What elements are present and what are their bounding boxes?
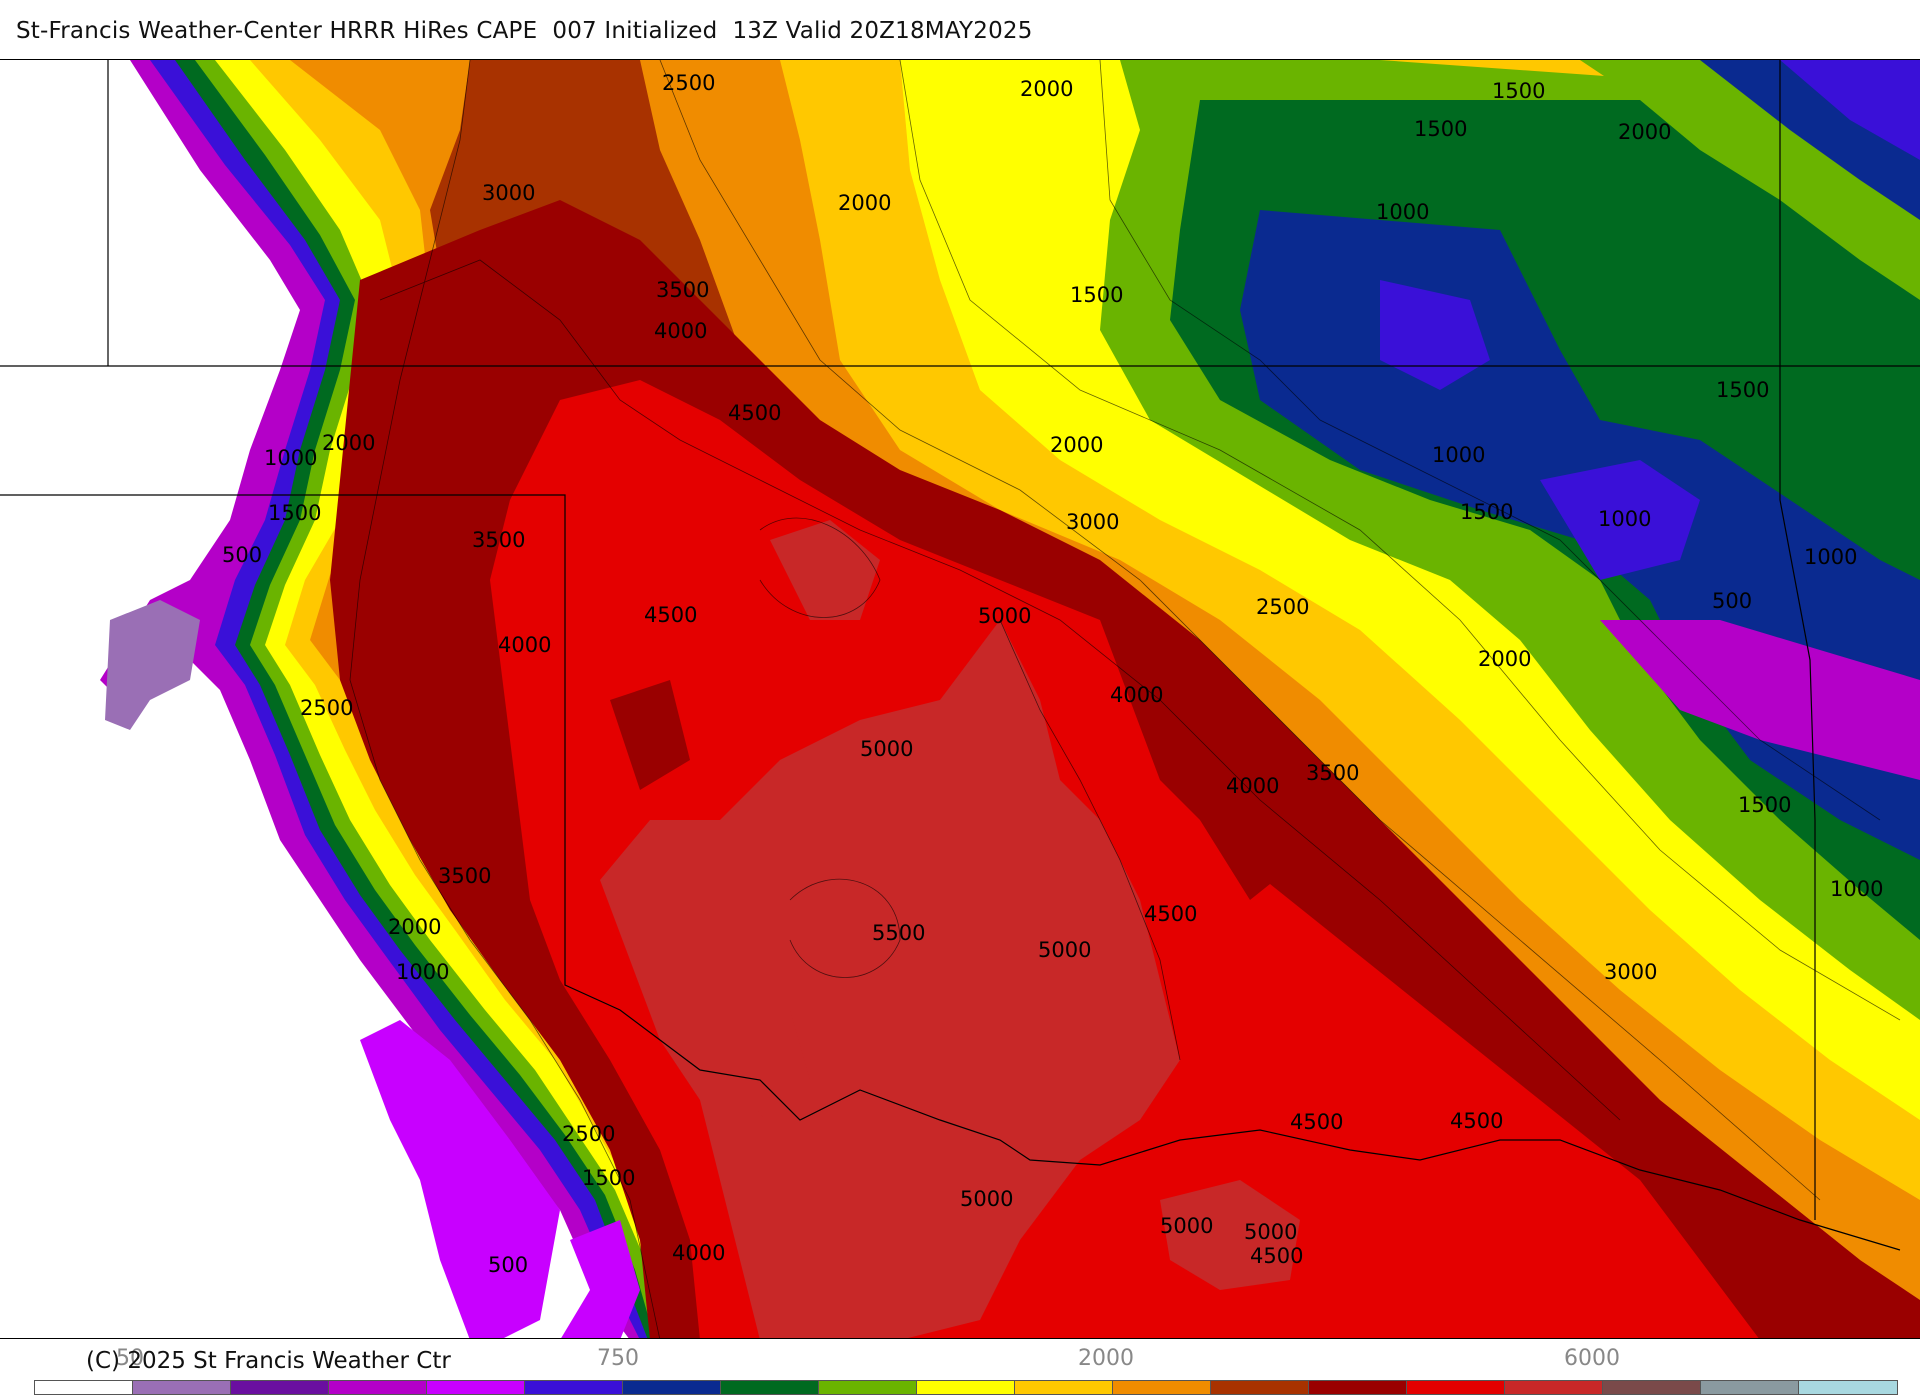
contour-label: 3500 (1306, 761, 1359, 785)
contour-label: 5000 (1038, 938, 1091, 962)
colorbar-swatch (1505, 1381, 1603, 1394)
colorbar-swatch (133, 1381, 231, 1394)
colorbar-swatch (917, 1381, 1015, 1394)
contour-label: 4000 (654, 319, 707, 343)
colorbar-tick: 6000 (1564, 1346, 1620, 1371)
contour-label: 1500 (1716, 378, 1769, 402)
cape-map: 2500 2000 1500 1500 2000 3000 2000 1000 … (0, 59, 1920, 1339)
contour-label: 1000 (1830, 877, 1883, 901)
contour-label: 2000 (1478, 647, 1531, 671)
contour-label: 4000 (498, 633, 551, 657)
colorbar-swatch (525, 1381, 623, 1394)
contour-label: 4000 (1110, 683, 1163, 707)
contour-label: 5000 (860, 737, 913, 761)
contour-lines (349, 60, 1901, 1338)
contour-label: 3000 (1604, 960, 1657, 984)
colorbar-swatch (1113, 1381, 1211, 1394)
contour-label: 500 (488, 1253, 528, 1277)
contour-label: 3000 (482, 181, 535, 205)
colorbar-swatch (1701, 1381, 1799, 1394)
contour-labels: 2500 2000 1500 1500 2000 3000 2000 1000 … (222, 71, 1883, 1277)
colorbar-swatch (1603, 1381, 1701, 1394)
map-title: St-Francis Weather-Center HRRR HiRes CAP… (16, 18, 1033, 44)
contour-label: 1000 (1804, 545, 1857, 569)
contour-label: 1000 (396, 960, 449, 984)
colorbar-tick-labels: 50 750 2000 6000 (0, 1346, 1920, 1374)
colorbar-tick: 750 (597, 1346, 639, 1371)
contour-label: 4500 (1290, 1110, 1343, 1134)
colorbar-swatch (721, 1381, 819, 1394)
colorbar-swatch (1309, 1381, 1407, 1394)
contour-label: 4000 (672, 1241, 725, 1265)
contour-label: 1500 (1492, 79, 1545, 103)
colorbar-tick: 2000 (1078, 1346, 1134, 1371)
contour-label: 1000 (264, 446, 317, 470)
contour-label: 5500 (872, 921, 925, 945)
contour-label: 2500 (300, 696, 353, 720)
contour-label: 1500 (1070, 283, 1123, 307)
colorbar-swatch (35, 1381, 133, 1394)
contour-label: 500 (1712, 589, 1752, 613)
contour-label: 4500 (1450, 1109, 1503, 1133)
contour-label: 3500 (656, 278, 709, 302)
contour-label: 5000 (960, 1187, 1013, 1211)
colorbar-swatch (623, 1381, 721, 1394)
contour-label: 4500 (1144, 902, 1197, 926)
copyright-text: (C) 2025 St Francis Weather Ctr (86, 1348, 451, 1374)
contour-label: 1500 (1738, 793, 1791, 817)
contour-label: 2000 (388, 915, 441, 939)
contour-label: 2500 (562, 1122, 615, 1146)
contour-label: 4500 (1250, 1244, 1303, 1268)
colorbar-tick: 50 (116, 1346, 144, 1371)
contour-label: 2500 (662, 71, 715, 95)
state-boundaries (0, 60, 1920, 1251)
colorbar-swatch (1407, 1381, 1505, 1394)
contour-label: 1500 (582, 1166, 635, 1190)
contour-label: 2000 (838, 191, 891, 215)
contour-label: 1500 (268, 501, 321, 525)
cape-colorbar (34, 1380, 1898, 1395)
contour-label: 1000 (1598, 507, 1651, 531)
contour-label: 1500 (1460, 500, 1513, 524)
contour-label: 5000 (1160, 1214, 1213, 1238)
contour-label: 4000 (1226, 774, 1279, 798)
colorbar-swatch (1211, 1381, 1309, 1394)
contour-label: 1500 (1414, 117, 1467, 141)
contour-label: 2000 (1020, 77, 1073, 101)
contour-label: 1000 (1376, 200, 1429, 224)
contour-label: 5000 (1244, 1220, 1297, 1244)
colorbar-swatch (427, 1381, 525, 1394)
colorbar-swatch (819, 1381, 917, 1394)
contour-label: 2500 (1256, 595, 1309, 619)
contour-label: 4500 (644, 603, 697, 627)
contour-label: 3000 (1066, 510, 1119, 534)
colorbar-swatch (329, 1381, 427, 1394)
contour-label: 3500 (438, 864, 491, 888)
colorbar-swatch (231, 1381, 329, 1394)
contour-label: 2000 (1050, 433, 1103, 457)
contour-label: 500 (222, 543, 262, 567)
colorbar-swatch (1015, 1381, 1113, 1394)
contour-label: 3500 (472, 528, 525, 552)
contour-label: 5000 (978, 604, 1031, 628)
colorbar-swatch (1799, 1381, 1897, 1394)
contour-label: 2000 (322, 431, 375, 455)
contour-label: 4500 (728, 401, 781, 425)
contour-label: 1000 (1432, 443, 1485, 467)
contour-label: 2000 (1618, 120, 1671, 144)
